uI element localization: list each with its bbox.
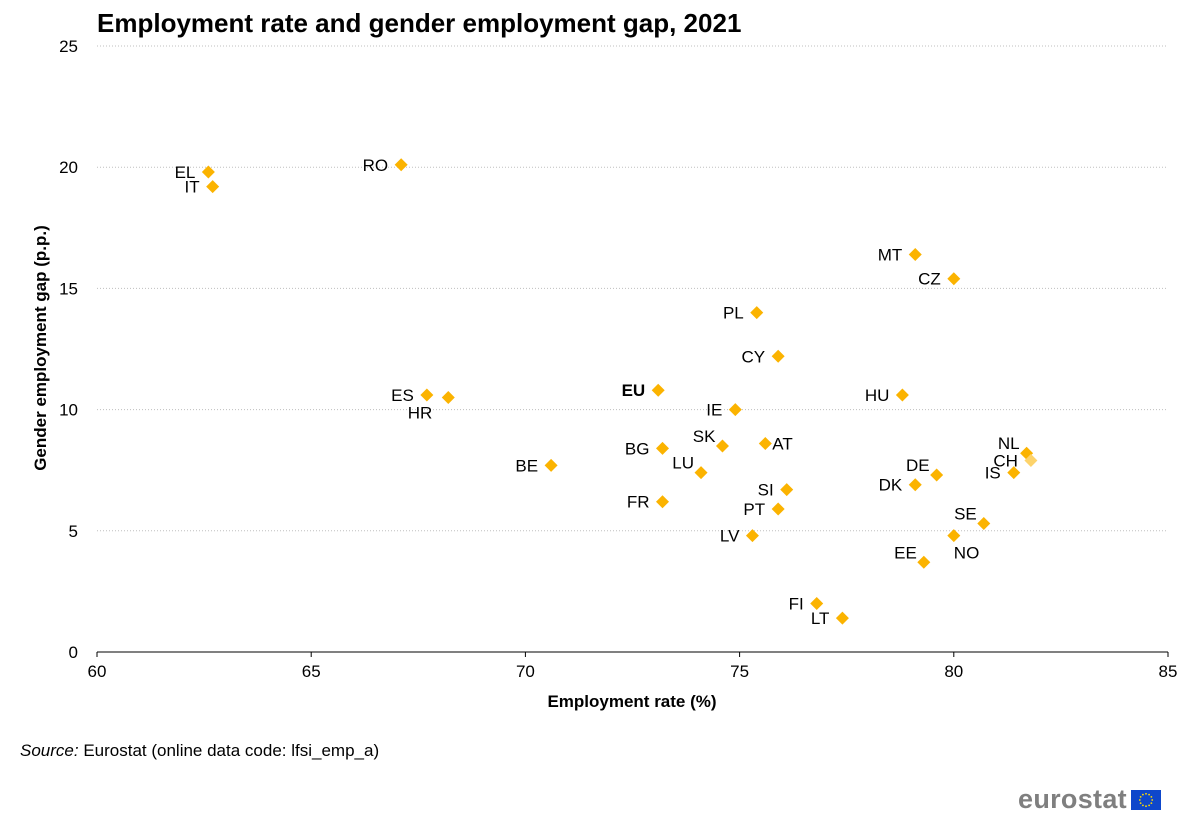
point-fr xyxy=(655,495,669,509)
x-tick-label-60: 60 xyxy=(88,662,107,681)
label-eu: EU xyxy=(622,381,646,400)
flag-star xyxy=(1150,795,1153,798)
label-ro: RO xyxy=(363,156,389,175)
point-dk xyxy=(908,478,922,492)
label-sk: SK xyxy=(693,427,716,446)
point-bg xyxy=(655,441,669,455)
point-cy xyxy=(771,349,785,363)
point-lt xyxy=(835,611,849,625)
flag-star xyxy=(1141,793,1144,796)
point-de xyxy=(930,468,944,482)
flag-star xyxy=(1145,804,1147,807)
point-is xyxy=(1007,466,1021,480)
eurostat-wordmark: eurostat xyxy=(1018,784,1127,814)
y-tick-label-10: 10 xyxy=(59,401,78,420)
point-ee xyxy=(917,555,931,569)
y-axis-title: Gender employment gap (p.p.) xyxy=(31,225,50,471)
flag-star xyxy=(1148,803,1150,806)
flag-field xyxy=(1130,789,1161,810)
x-tick-label-75: 75 xyxy=(730,662,749,681)
axes: 0 5 10 15 20 25 60 65 70 75 80 85 xyxy=(59,37,1177,681)
label-cz: CZ xyxy=(918,270,941,289)
label-pt: PT xyxy=(743,500,765,519)
y-tick-label-25: 25 xyxy=(59,37,78,56)
label-is: IS xyxy=(985,464,1001,483)
x-tick-label-65: 65 xyxy=(302,662,321,681)
label-be: BE xyxy=(515,456,538,475)
label-se: SE xyxy=(954,505,977,524)
label-nl: NL xyxy=(998,434,1020,453)
source-label: Source: xyxy=(20,741,79,760)
point-es xyxy=(420,388,434,402)
x-tick-label-85: 85 xyxy=(1159,662,1178,681)
flag-star xyxy=(1151,798,1154,801)
point-be xyxy=(544,458,558,472)
point-el xyxy=(201,165,215,179)
y-tick-label-20: 20 xyxy=(59,158,78,177)
label-at: AT xyxy=(772,435,792,454)
label-si: SI xyxy=(758,481,774,500)
point-no xyxy=(947,529,961,543)
point-ro xyxy=(394,158,408,172)
y-tick-label-15: 15 xyxy=(59,279,78,298)
eurostat-logo: eurostat xyxy=(1018,784,1161,815)
y-tick-label-0: 0 xyxy=(69,643,78,662)
label-mt: MT xyxy=(878,245,903,264)
point-pl xyxy=(750,306,764,320)
label-lu: LU xyxy=(672,454,694,473)
point-hr xyxy=(441,390,455,404)
point-pt xyxy=(771,502,785,516)
label-fr: FR xyxy=(627,493,650,512)
point-hu xyxy=(895,388,909,402)
label-dk: DK xyxy=(879,476,903,495)
data-points xyxy=(201,158,1038,625)
x-tick-label-70: 70 xyxy=(516,662,535,681)
point-lu xyxy=(694,466,708,480)
source-text: Eurostat (online data code: lfsi_emp_a) xyxy=(78,741,380,760)
label-fi: FI xyxy=(789,595,804,614)
label-lt: LT xyxy=(811,609,830,628)
point-cz xyxy=(947,272,961,286)
point-eu xyxy=(651,383,665,397)
x-axis-title: Employment rate (%) xyxy=(547,692,716,711)
flag-star xyxy=(1141,803,1144,806)
point-lv xyxy=(745,529,759,543)
source-note: Source: Eurostat (online data code: lfsi… xyxy=(20,741,379,761)
label-no: NO xyxy=(954,544,980,563)
y-tick-label-5: 5 xyxy=(69,522,78,541)
point-at xyxy=(758,437,772,451)
point-mt xyxy=(908,247,922,261)
flag-star xyxy=(1148,793,1150,796)
label-bg: BG xyxy=(625,439,650,458)
label-el: EL xyxy=(175,163,196,182)
point-ch xyxy=(1024,454,1038,468)
label-de: DE xyxy=(906,456,930,475)
label-ee: EE xyxy=(894,543,917,562)
chart-title: Employment rate and gender employment ga… xyxy=(97,8,742,38)
label-cy: CY xyxy=(742,347,766,366)
flag-star xyxy=(1145,792,1147,795)
point-si xyxy=(780,483,794,497)
label-ch: CH xyxy=(993,452,1018,471)
flag-star xyxy=(1139,801,1142,804)
flag-star xyxy=(1138,798,1141,801)
label-it: IT xyxy=(185,178,200,197)
x-tick-label-80: 80 xyxy=(944,662,963,681)
label-ie: IE xyxy=(706,401,722,420)
flag-star xyxy=(1150,801,1153,804)
label-lv: LV xyxy=(720,527,740,546)
flag-star xyxy=(1139,795,1142,798)
point-sk xyxy=(715,439,729,453)
point-ie xyxy=(728,403,742,417)
label-hr: HR xyxy=(408,403,433,422)
label-hu: HU xyxy=(865,386,890,405)
point-it xyxy=(206,180,220,194)
eu-flag-icon xyxy=(1130,789,1161,810)
point-se xyxy=(977,517,991,531)
label-es: ES xyxy=(391,386,414,405)
label-pl: PL xyxy=(723,304,744,323)
point-fi xyxy=(810,597,824,611)
